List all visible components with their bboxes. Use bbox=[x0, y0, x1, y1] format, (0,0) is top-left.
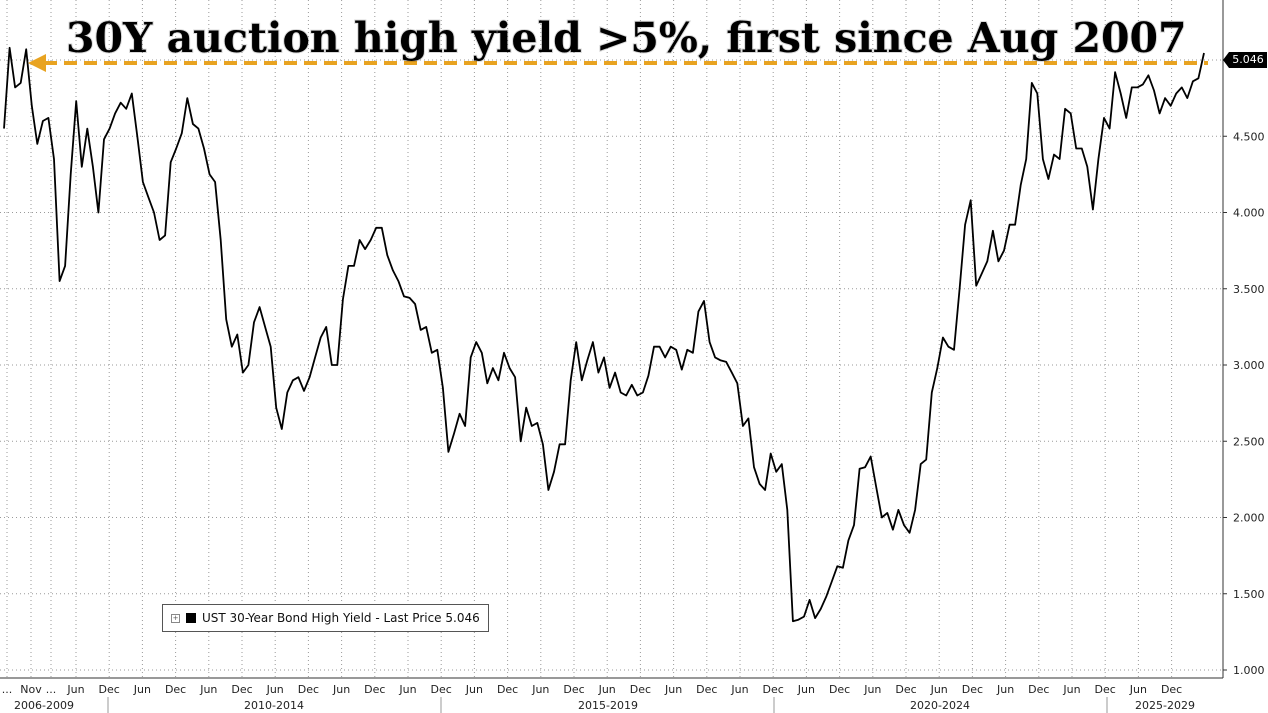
x-tick-label: Dec bbox=[165, 683, 186, 696]
x-tick-label: Jun bbox=[199, 683, 217, 696]
x-axis-periods: 2006-2009 2010-2014 2015-2019 2020-2024 2025… bbox=[14, 697, 1195, 713]
x-tick-label: Dec bbox=[298, 683, 319, 696]
period-label: 2025-2029 bbox=[1135, 699, 1195, 712]
x-tick-label: Jun bbox=[1129, 683, 1147, 696]
x-tick-label: Jun bbox=[398, 683, 416, 696]
x-tick-label: ... bbox=[46, 683, 57, 696]
x-tick-label: Dec bbox=[829, 683, 850, 696]
chart-title: 30Y auction high yield >5%, first since … bbox=[66, 14, 1187, 62]
x-tick-label: Dec bbox=[1095, 683, 1116, 696]
x-tick-label: Jun bbox=[1062, 683, 1080, 696]
x-tick-label: Dec bbox=[563, 683, 584, 696]
x-tick-label: Dec bbox=[431, 683, 452, 696]
y-tick-label: 4.500 bbox=[1233, 130, 1265, 143]
x-tick-label: Jun bbox=[664, 683, 682, 696]
y-axis-ticks: 1.000 1.500 2.000 2.500 3.000 3.500 4.000 4.500… bbox=[1223, 54, 1265, 677]
period-label: 2006-2009 bbox=[14, 699, 74, 712]
x-tick-label: Jun bbox=[133, 683, 151, 696]
x-tick-label: Dec bbox=[895, 683, 916, 696]
legend-label: UST 30-Year Bond High Yield - Last Price… bbox=[202, 611, 480, 625]
legend-swatch bbox=[186, 613, 196, 623]
x-tick-label: Dec bbox=[630, 683, 651, 696]
chart-axes bbox=[0, 0, 1224, 679]
arrow-head-icon bbox=[28, 54, 46, 72]
x-tick-label: Jun bbox=[730, 683, 748, 696]
y-tick-label: 4.000 bbox=[1233, 207, 1265, 220]
y-tick-label: 2.000 bbox=[1233, 512, 1265, 525]
x-tick-label: Jun bbox=[465, 683, 483, 696]
x-tick-label: Dec bbox=[1028, 683, 1049, 696]
x-tick-label: Jun bbox=[531, 683, 549, 696]
x-tick-label: Dec bbox=[1161, 683, 1182, 696]
y-tick-label: 1.000 bbox=[1233, 664, 1265, 677]
series-line-ust-30y bbox=[3, 46, 1205, 623]
y-tick-label: 2.500 bbox=[1233, 435, 1265, 448]
period-label: 2020-2024 bbox=[910, 699, 970, 712]
x-tick-label: Jun bbox=[863, 683, 881, 696]
chart-grid bbox=[0, 0, 1223, 678]
x-tick-label: Jun bbox=[930, 683, 948, 696]
y-tick-label: 3.000 bbox=[1233, 359, 1265, 372]
period-label: 2010-2014 bbox=[244, 699, 304, 712]
x-tick-label: Jun bbox=[66, 683, 84, 696]
x-tick-label: Dec bbox=[364, 683, 385, 696]
legend-toggle-icon[interactable]: + bbox=[171, 613, 180, 623]
period-label: 2015-2019 bbox=[578, 699, 638, 712]
x-tick-label: ... bbox=[2, 683, 13, 696]
x-tick-label: Jun bbox=[598, 683, 616, 696]
chart-legend[interactable]: + UST 30-Year Bond High Yield - Last Pri… bbox=[162, 604, 489, 632]
x-tick-label: Dec bbox=[696, 683, 717, 696]
x-tick-label: Dec bbox=[962, 683, 983, 696]
x-tick-label: Dec bbox=[497, 683, 518, 696]
x-tick-label: Dec bbox=[231, 683, 252, 696]
x-tick-label: Jun bbox=[996, 683, 1014, 696]
x-tick-label: Jun bbox=[266, 683, 284, 696]
y-tick-label: 1.500 bbox=[1233, 588, 1265, 601]
x-tick-label: Nov bbox=[20, 683, 42, 696]
x-tick-label: Jun bbox=[797, 683, 815, 696]
y-tick-label: 3.500 bbox=[1233, 283, 1265, 296]
x-tick-label: Jun bbox=[332, 683, 350, 696]
x-axis-ticks: ... Nov... Jun Dec Jun Dec Jun Dec Jun Dec Jun Dec J… bbox=[2, 683, 1182, 696]
x-tick-label: Dec bbox=[99, 683, 120, 696]
x-tick-label: Dec bbox=[763, 683, 784, 696]
annotation-arrow bbox=[28, 54, 1208, 72]
last-price-badge: 5.046 bbox=[1223, 52, 1267, 68]
